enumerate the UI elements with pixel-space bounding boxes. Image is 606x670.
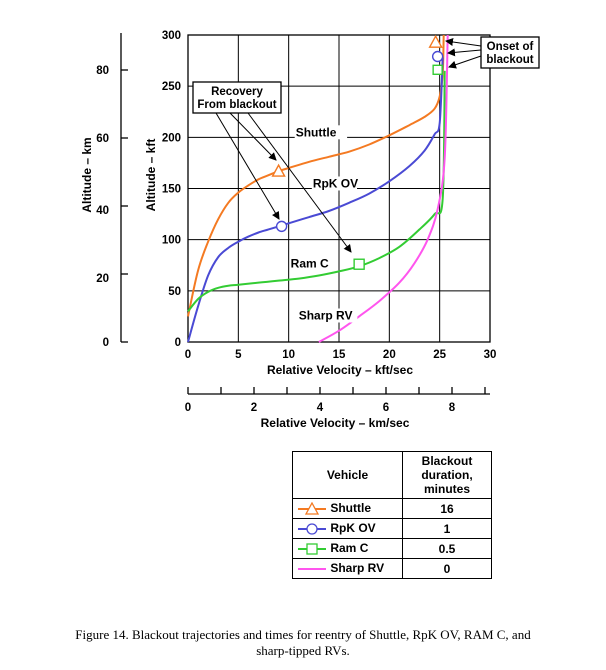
rpk-ov-legend-icon: [298, 523, 326, 535]
sharp-rv-series-line: [318, 34, 449, 343]
legend-header-duration-line1: Blackout: [421, 454, 473, 468]
onset-arrow: [448, 55, 482, 69]
onset-marker-circle: [431, 50, 444, 63]
plot-frame: [187, 34, 491, 343]
recovery-arrow: [215, 112, 280, 220]
rpk-ov-recovery-marker: [275, 220, 288, 233]
km-tick-label: 0: [103, 337, 109, 349]
legend-vehicle-name: Sharp RV: [330, 561, 385, 576]
y-tick-labels-kft: 0 50 100 150 200 250 300: [162, 30, 181, 349]
ram-c-recovery-marker: [353, 258, 365, 270]
x-axis-title-km: Relative Velocity – km/sec: [261, 416, 410, 430]
km-sec-tick-label: 4: [317, 402, 324, 414]
series-label-bg: [297, 308, 358, 323]
km-tick-label: 20: [96, 273, 109, 285]
km-tick-label: 80: [96, 65, 109, 77]
legend-vehicle-name: RpK OV: [330, 521, 376, 536]
figure-caption-line1: Figure 14. Blackout trajectories and tim…: [75, 627, 531, 642]
x-tick-label-kft: 5: [235, 349, 242, 361]
legend-row: Sharp RV 0: [292, 558, 492, 579]
y-axis-title-kft: Altitude – kft: [144, 139, 158, 212]
recovery-arrow: [229, 112, 277, 161]
onset-box: [480, 36, 540, 69]
km-sec-tick-label: 2: [251, 402, 257, 414]
figure-caption-line2: sharp-tipped RVs.: [256, 643, 350, 658]
km-sec-tick-label: 8: [449, 402, 456, 414]
legend-row: Shuttle 16: [292, 498, 492, 519]
series-label: Sharp RV: [299, 308, 353, 322]
legend-header-duration: Blackout duration, minutes: [402, 451, 492, 499]
y-tick-label-kft: 300: [162, 30, 181, 42]
legend-duration-value: 0.5: [402, 538, 492, 559]
recovery-label-line2: From blackout: [197, 99, 276, 111]
y-tick-label-kft: 200: [162, 132, 181, 144]
rpk-ov-series-line: [187, 57, 444, 343]
legend-duration-value: 16: [402, 498, 492, 519]
shuttle-legend-icon: [298, 501, 326, 515]
x-tick-labels-kft: 0 5 10 15 20 25 30: [185, 349, 497, 361]
legend-header-duration-line3: minutes: [423, 482, 470, 496]
legend-vehicle-cell: RpK OV: [292, 518, 403, 539]
y-tick-label-kft: 100: [162, 235, 181, 247]
legend-vehicle-cell: Sharp RV: [292, 558, 403, 579]
shuttle-series-line: [187, 34, 445, 317]
x-axis-title-kft: Relative Velocity – kft/sec: [267, 363, 413, 377]
onset-arrow: [447, 48, 482, 57]
x-tick-label-kft: 25: [433, 349, 446, 361]
onset-arrow: [445, 38, 482, 47]
x-tick-label-kft: 20: [383, 349, 396, 361]
y-tick-label-kft: 0: [175, 337, 181, 349]
km-sec-axis: 0 2 4 6 8: [185, 387, 490, 414]
km-axis: 80 60 40 20 0: [96, 33, 128, 349]
y-tick-label-kft: 150: [162, 184, 181, 196]
onset-label-line2: blackout: [486, 54, 533, 66]
series-labels: Shuttle RpK OV Ram C Sharp RV: [289, 125, 358, 323]
y-tick-label-kft: 250: [162, 81, 181, 93]
series-label: RpK OV: [313, 176, 358, 190]
legend-vehicle-name: Shuttle: [330, 501, 372, 516]
x-tick-label-kft: 30: [484, 349, 497, 361]
legend-duration-value: 0: [402, 558, 492, 579]
onset-marker-square: [432, 64, 443, 75]
figure-caption: Figure 14. Blackout trajectories and tim…: [0, 627, 606, 659]
recovery-arrow: [247, 112, 352, 253]
recovery-label-line1: Recovery: [211, 86, 263, 98]
legend-table: Vehicle Blackout duration, minutes Shutt…: [292, 451, 492, 579]
km-sec-tick-label: 0: [185, 402, 191, 414]
legend-vehicle-cell: Ram C: [292, 538, 403, 559]
legend-row: RpK OV 1: [292, 518, 492, 539]
x-tick-label-kft: 15: [333, 349, 346, 361]
legend-header-vehicle: Vehicle: [292, 451, 403, 499]
km-tick-label: 40: [96, 205, 109, 217]
series-label-bg: [311, 176, 358, 191]
onset-marker-triangle: [428, 34, 443, 48]
x-tick-label-kft: 10: [282, 349, 295, 361]
legend-vehicle-name: Ram C: [330, 541, 369, 556]
series-group: [187, 34, 449, 343]
km-tick-label: 60: [96, 133, 109, 145]
x-tick-label-kft: 0: [185, 349, 191, 361]
legend-vehicle-cell: Shuttle: [292, 498, 403, 519]
shuttle-recovery-marker: [271, 163, 286, 177]
series-label: Shuttle: [296, 125, 337, 139]
series-label-bg: [289, 256, 328, 271]
onset-annotation: Onset of blackout: [445, 36, 540, 69]
ram-c-legend-icon: [298, 543, 326, 555]
onset-label-line1: Onset of: [487, 41, 534, 53]
recovery-annotation: Recovery From blackout: [192, 81, 352, 253]
y-tick-label-kft: 50: [168, 286, 181, 298]
sharp-rv-legend-icon: [298, 567, 326, 570]
legend-row: Ram C 0.5: [292, 538, 492, 559]
legend-duration-value: 1: [402, 518, 492, 539]
series-label-bg: [294, 125, 348, 140]
series-label: Ram C: [291, 256, 329, 270]
y-axis-title-km: Altitude – km: [80, 137, 94, 212]
legend-header-duration-line2: duration,: [421, 468, 473, 482]
recovery-box: [192, 81, 282, 114]
ram-c-series-line: [187, 70, 446, 312]
km-sec-tick-label: 6: [383, 402, 389, 414]
